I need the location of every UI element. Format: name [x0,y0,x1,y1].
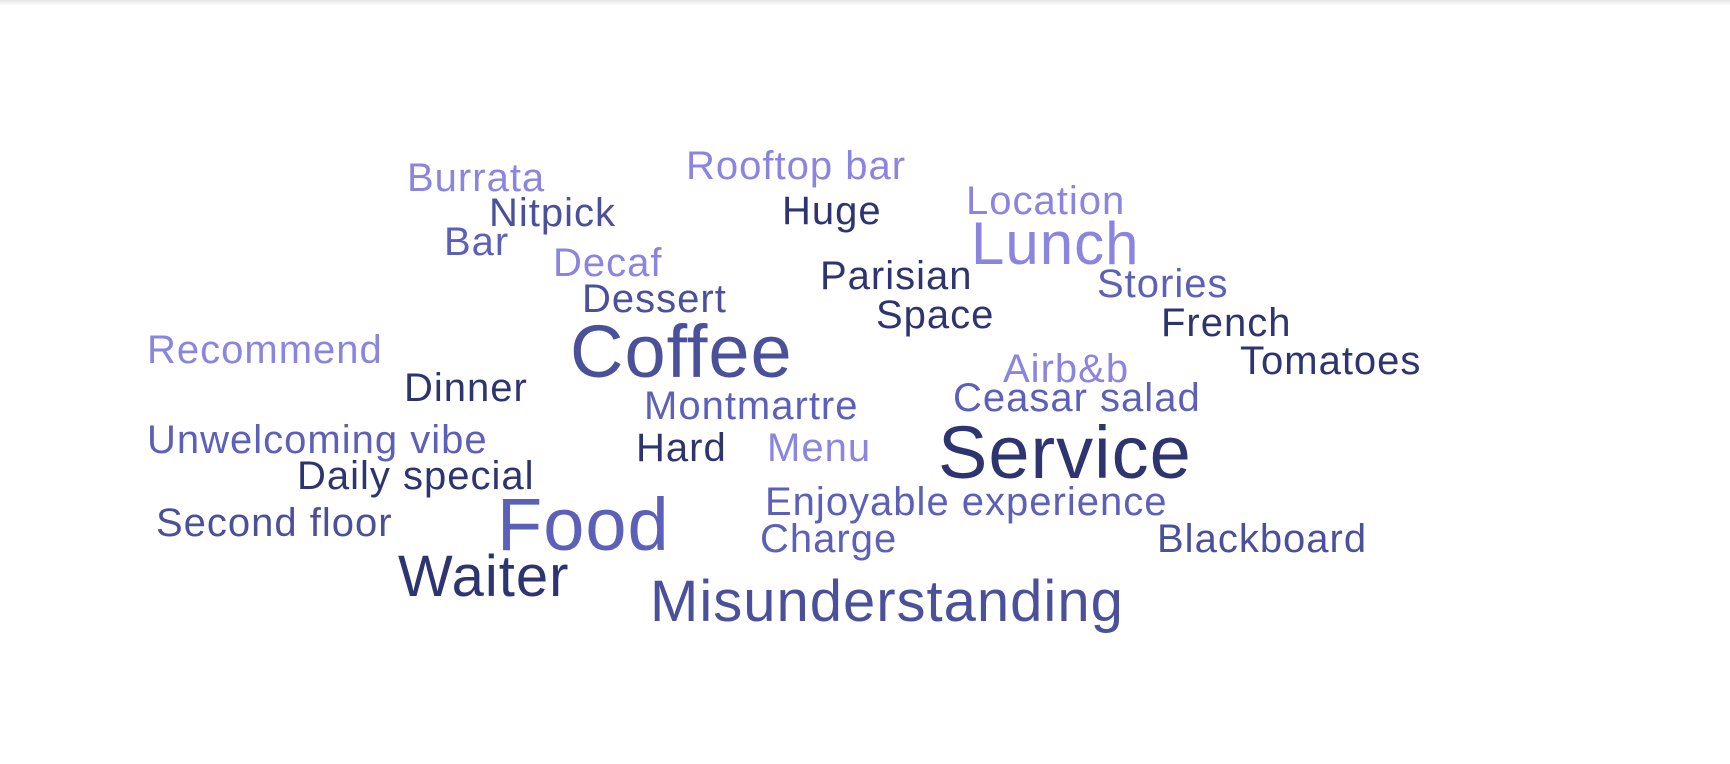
word-ceasar-salad: Ceasar salad [953,376,1201,420]
word-space: Space [876,293,995,337]
word-menu: Menu [767,426,872,470]
word-unwelcoming-vibe: Unwelcoming vibe [147,418,488,462]
word-rooftop-bar: Rooftop bar [686,144,907,188]
word-bar: Bar [444,220,510,264]
word-blackboard: Blackboard [1157,517,1368,561]
word-misunderstanding: Misunderstanding [650,569,1124,634]
word-second-floor: Second floor [156,501,393,545]
word-dinner: Dinner [404,366,528,410]
word-decaf: Decaf [553,241,663,285]
word-enjoyable-experience: Enjoyable experience [765,480,1168,524]
word-montmartre: Montmartre [644,384,859,428]
word-airbnb: Airb&b [1003,347,1130,391]
top-edge-shadow [0,0,1730,6]
word-nitpick: Nitpick [489,191,617,235]
word-food: Food [497,483,670,566]
word-hard: Hard [636,426,727,470]
word-lunch: Lunch [971,210,1140,277]
word-recommend: Recommend [147,328,383,372]
word-waiter: Waiter [398,544,570,609]
word-parisian: Parisian [820,254,973,298]
word-location: Location [966,179,1126,223]
word-charge: Charge [760,517,898,561]
word-dessert: Dessert [582,277,727,321]
word-stories: Stories [1097,262,1229,306]
word-burrata: Burrata [407,156,546,200]
word-huge: Huge [782,189,882,233]
word-service: Service [938,411,1192,494]
word-coffee: Coffee [570,310,793,393]
word-daily-special: Daily special [297,454,535,498]
word-tomatoes: Tomatoes [1240,339,1422,383]
word-french: French [1161,301,1292,345]
